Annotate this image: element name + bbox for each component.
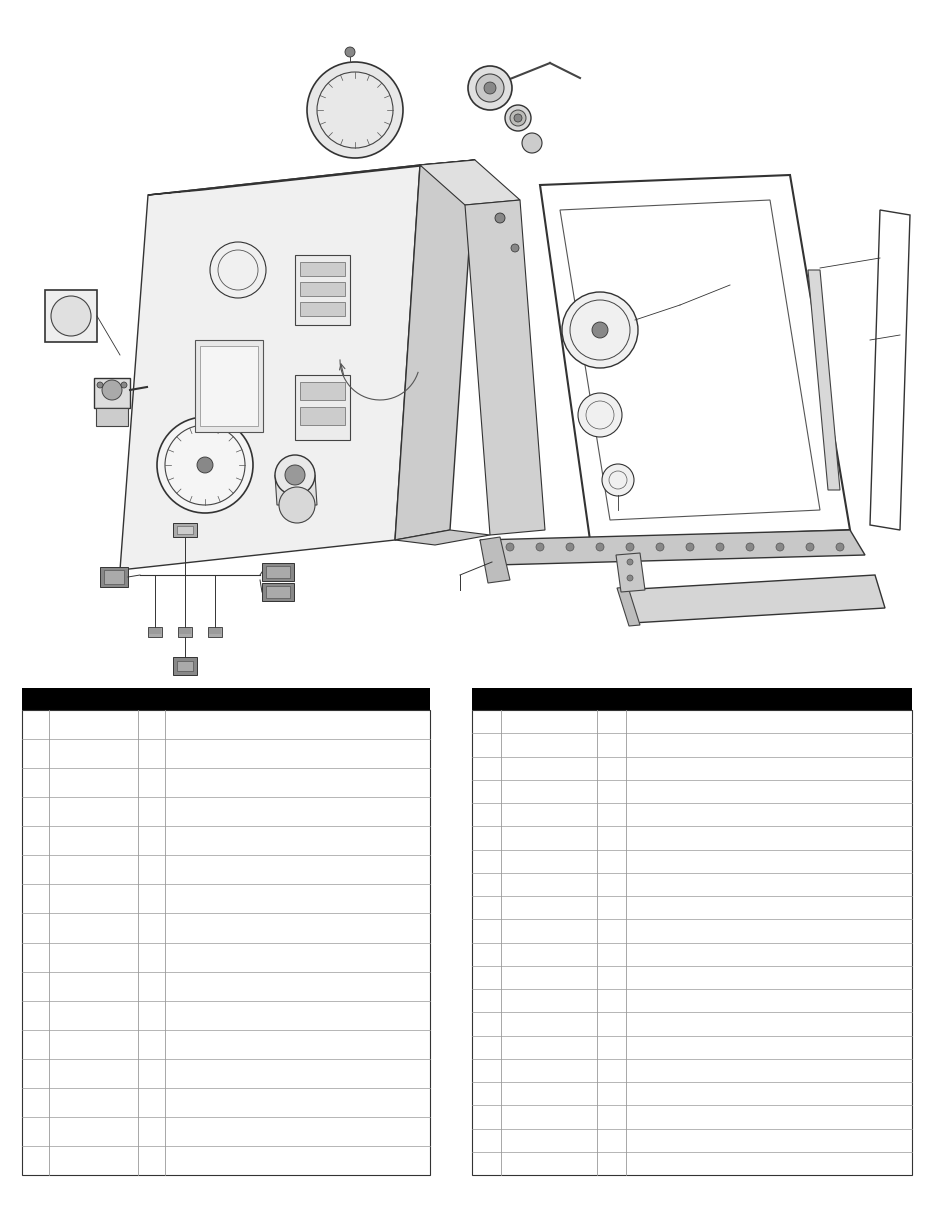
Circle shape xyxy=(210,242,266,298)
Circle shape xyxy=(510,110,526,126)
Bar xyxy=(200,346,258,426)
Bar xyxy=(300,407,345,425)
Polygon shape xyxy=(120,165,420,570)
Bar xyxy=(208,627,222,636)
Circle shape xyxy=(51,296,91,336)
Circle shape xyxy=(626,543,634,551)
Circle shape xyxy=(602,463,634,496)
Bar xyxy=(177,661,193,672)
Circle shape xyxy=(746,543,754,551)
Bar xyxy=(94,378,130,408)
Bar xyxy=(96,408,128,426)
Circle shape xyxy=(121,382,127,388)
Circle shape xyxy=(505,105,531,131)
Bar xyxy=(266,586,290,598)
Bar xyxy=(295,375,350,440)
Polygon shape xyxy=(465,200,545,535)
Circle shape xyxy=(776,543,784,551)
Polygon shape xyxy=(395,530,490,544)
Circle shape xyxy=(484,82,496,94)
Polygon shape xyxy=(148,160,475,195)
Circle shape xyxy=(522,133,542,152)
Bar xyxy=(104,570,124,584)
Bar xyxy=(300,302,345,316)
Bar xyxy=(300,382,345,401)
Circle shape xyxy=(686,543,694,551)
Circle shape xyxy=(307,62,403,159)
Circle shape xyxy=(506,543,514,551)
Bar xyxy=(262,563,294,581)
Bar xyxy=(295,255,350,325)
Circle shape xyxy=(592,322,608,338)
Bar xyxy=(472,710,912,1175)
Bar xyxy=(178,627,192,636)
Circle shape xyxy=(806,543,814,551)
Circle shape xyxy=(345,47,355,57)
Polygon shape xyxy=(480,530,865,565)
Bar xyxy=(22,710,430,1175)
Circle shape xyxy=(562,292,638,368)
Polygon shape xyxy=(620,575,885,623)
Bar xyxy=(22,688,430,710)
Bar xyxy=(45,290,97,342)
Circle shape xyxy=(596,543,604,551)
Circle shape xyxy=(279,486,315,523)
Circle shape xyxy=(511,244,519,252)
Bar xyxy=(300,282,345,296)
Polygon shape xyxy=(616,553,645,592)
Circle shape xyxy=(102,380,122,401)
Circle shape xyxy=(627,559,633,565)
Circle shape xyxy=(285,465,305,485)
Circle shape xyxy=(514,114,522,122)
Polygon shape xyxy=(275,476,317,505)
Polygon shape xyxy=(617,587,640,626)
Bar xyxy=(100,567,128,587)
Circle shape xyxy=(275,455,315,495)
Polygon shape xyxy=(480,537,510,583)
Bar xyxy=(148,627,162,636)
Polygon shape xyxy=(808,270,840,490)
Polygon shape xyxy=(395,160,475,540)
Circle shape xyxy=(197,457,213,473)
Circle shape xyxy=(97,382,103,388)
Bar xyxy=(266,566,290,578)
Bar xyxy=(177,526,193,534)
Circle shape xyxy=(536,543,544,551)
Circle shape xyxy=(716,543,724,551)
Circle shape xyxy=(656,543,664,551)
Polygon shape xyxy=(420,160,520,204)
Bar xyxy=(262,583,294,601)
Circle shape xyxy=(157,417,253,513)
Circle shape xyxy=(566,543,574,551)
Circle shape xyxy=(468,67,512,110)
Bar xyxy=(173,523,197,537)
Circle shape xyxy=(476,74,504,102)
Bar xyxy=(472,688,912,710)
Bar xyxy=(300,263,345,276)
Bar xyxy=(195,340,263,432)
Circle shape xyxy=(836,543,844,551)
Circle shape xyxy=(627,575,633,581)
Circle shape xyxy=(578,393,622,437)
Bar xyxy=(173,657,197,675)
Circle shape xyxy=(495,213,505,223)
